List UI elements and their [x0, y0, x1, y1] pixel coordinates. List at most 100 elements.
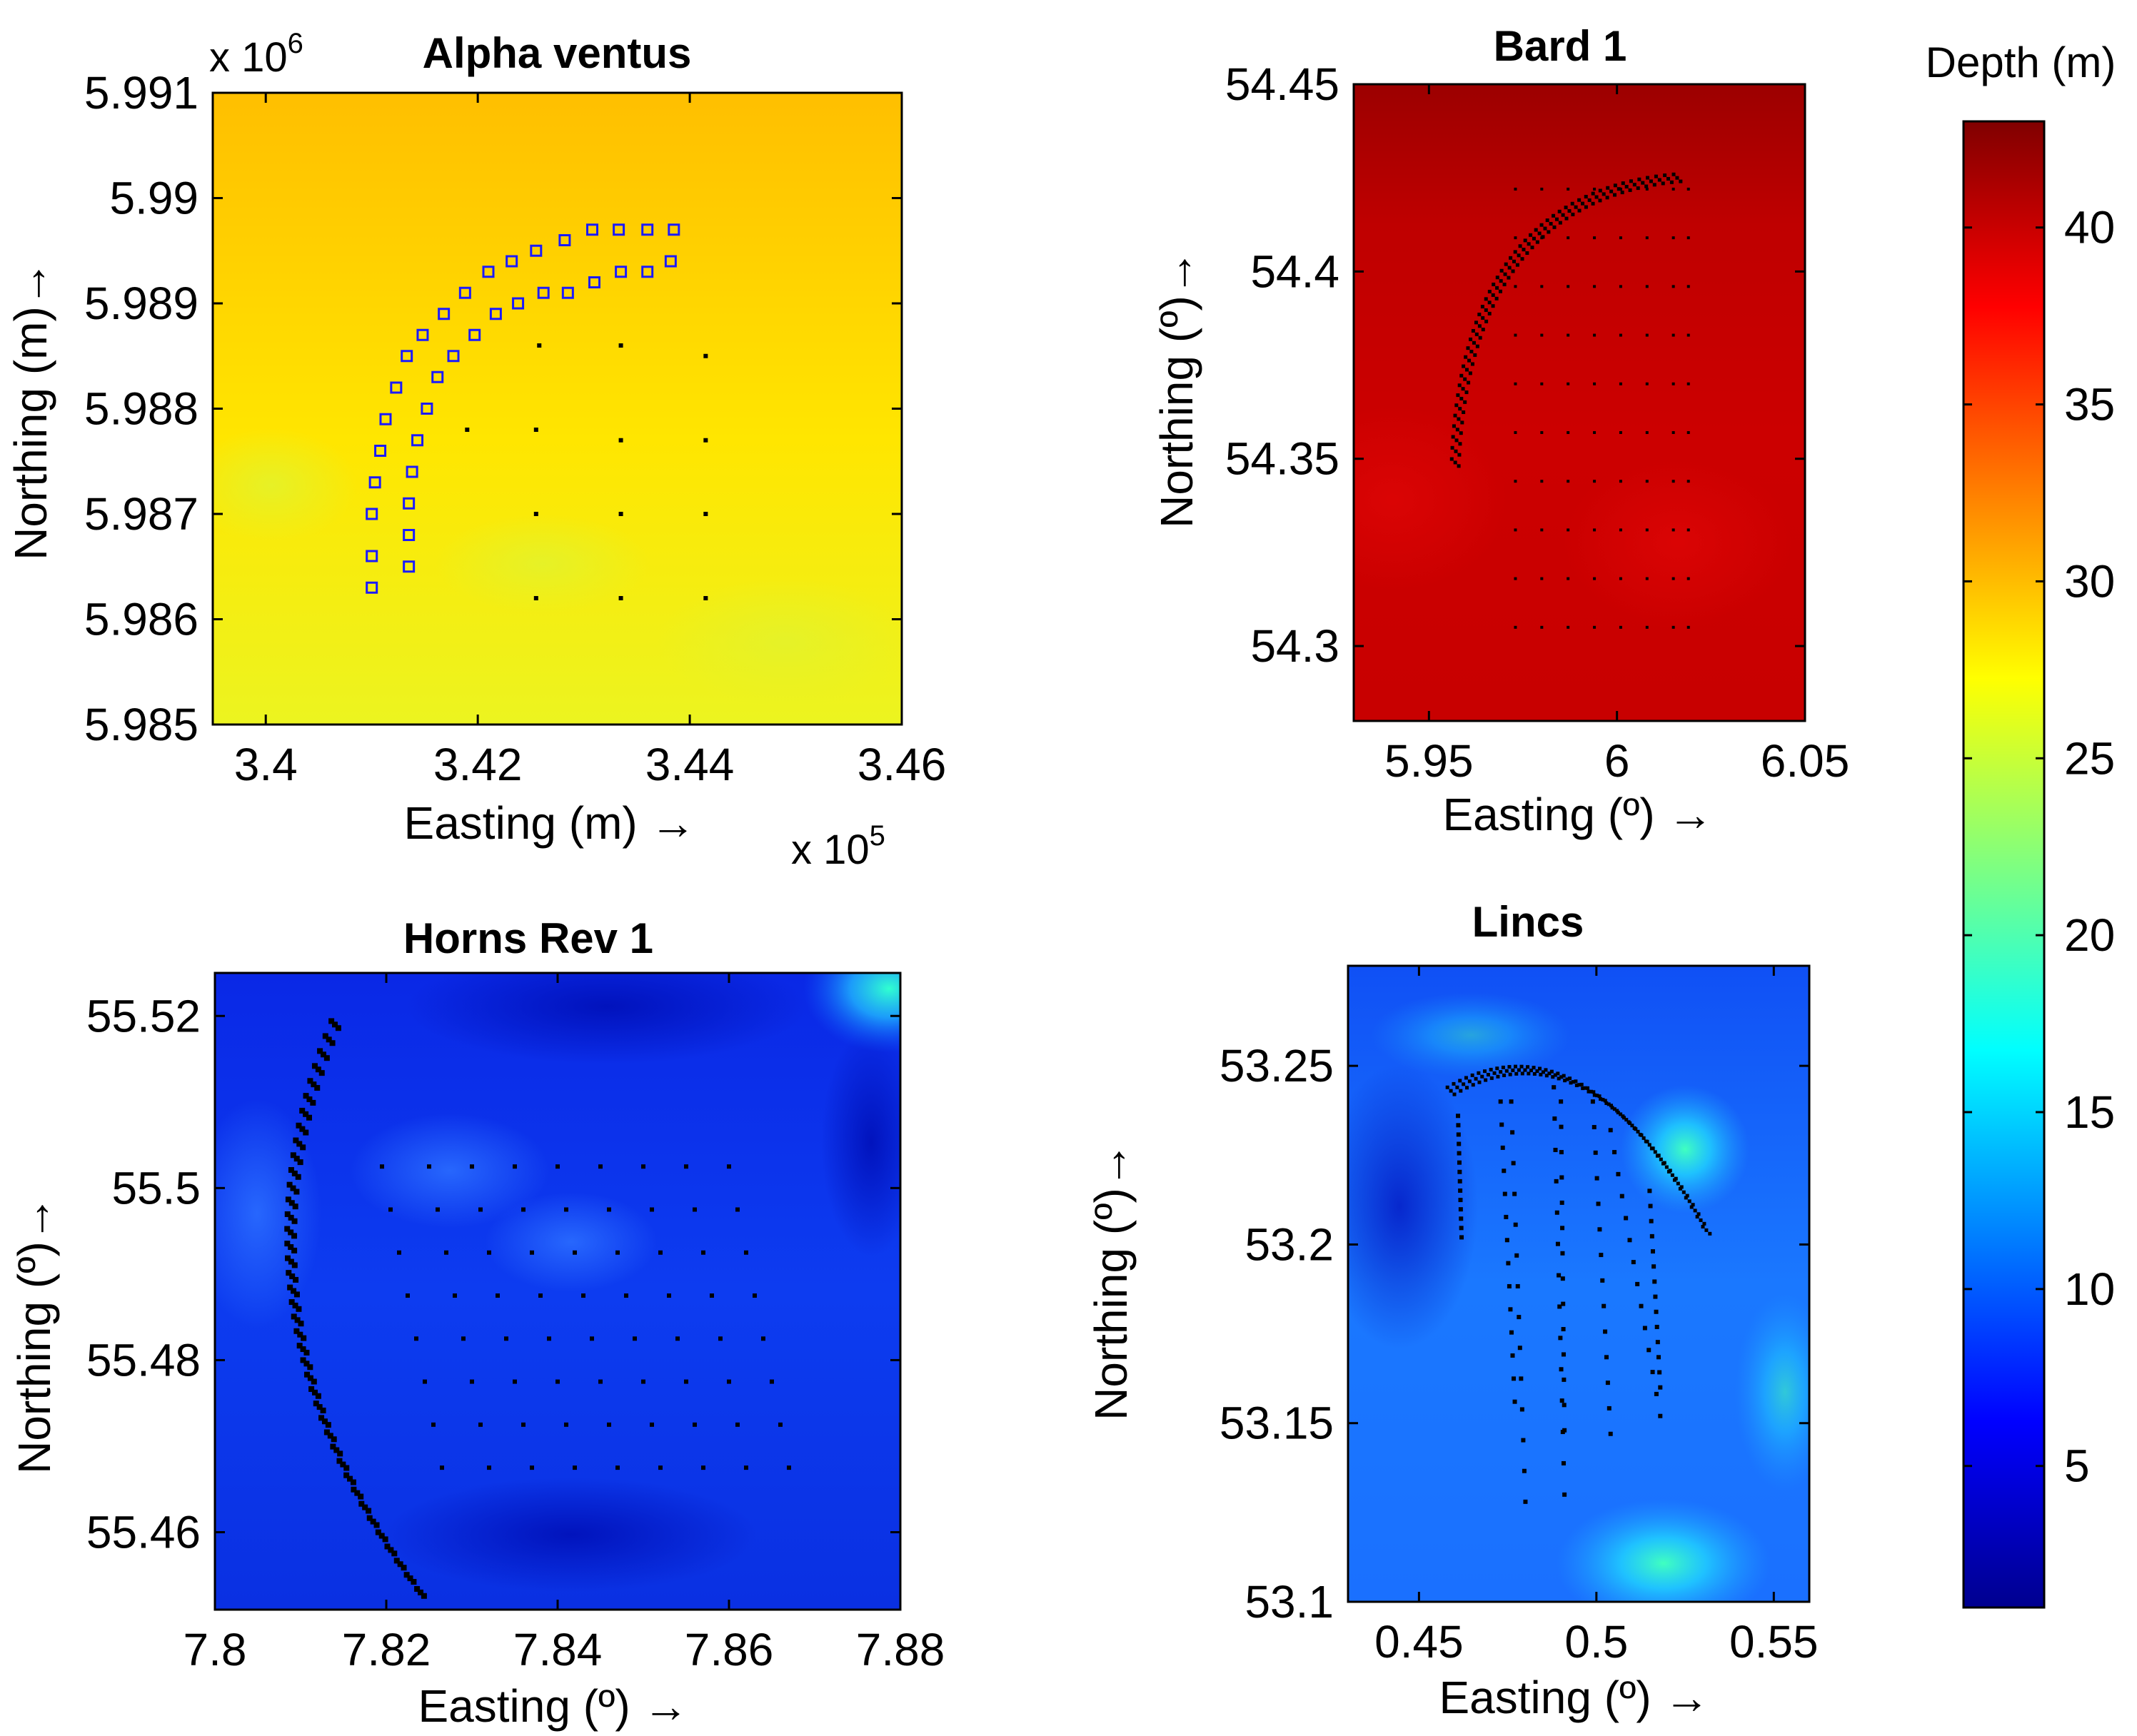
turbine-marker — [1592, 192, 1595, 196]
turbine-marker — [1471, 1074, 1474, 1077]
turbine-marker — [1687, 626, 1690, 629]
x-tick-label: 3.4 — [234, 739, 298, 790]
turbine-marker — [1477, 313, 1481, 316]
turbine-marker — [1562, 1493, 1567, 1497]
turbine-marker — [1559, 1175, 1564, 1179]
turbine-marker — [1708, 1232, 1711, 1236]
colorbar-tick-label: 20 — [2064, 909, 2115, 961]
turbine-marker — [1502, 1066, 1505, 1069]
turbine-marker — [292, 1218, 298, 1224]
turbine-marker — [1559, 221, 1562, 225]
turbine-marker — [1499, 1123, 1504, 1127]
x-tick-label: 7.88 — [856, 1624, 945, 1675]
turbine-marker — [1477, 1071, 1480, 1075]
turbine-marker — [521, 1207, 526, 1211]
turbine-marker — [1694, 1208, 1697, 1212]
turbine-marker — [1502, 1169, 1506, 1173]
turbine-marker — [310, 1100, 316, 1106]
turbine-marker — [314, 1085, 320, 1091]
turbine-marker — [1646, 383, 1649, 385]
colorbar-tick-label: 40 — [2064, 202, 2115, 253]
x-multiplier: x 105 — [791, 820, 885, 873]
turbine-marker — [1508, 266, 1512, 270]
turbine-marker — [303, 1130, 308, 1136]
turbine-marker — [1502, 1074, 1506, 1077]
turbine-marker — [1517, 1069, 1521, 1072]
turbine-marker — [701, 1251, 705, 1255]
turbine-marker — [1648, 1143, 1651, 1146]
turbine-marker — [1682, 1191, 1686, 1194]
turbine-marker — [1523, 1069, 1527, 1072]
turbine-marker — [1592, 202, 1595, 206]
y-tick-label: 55.52 — [86, 990, 201, 1041]
turbine-marker — [684, 1380, 688, 1384]
turbine-marker — [1484, 320, 1488, 323]
turbine-marker — [1514, 431, 1517, 434]
turbine-marker — [521, 1423, 526, 1427]
turbine-marker — [1687, 285, 1690, 288]
colorbar-tick-label: 35 — [2064, 379, 2115, 430]
turbine-marker — [1598, 198, 1602, 202]
substation-marker — [619, 596, 623, 600]
turbine-marker — [1459, 1235, 1464, 1239]
turbine-marker — [431, 1423, 436, 1427]
turbine-marker — [293, 1189, 299, 1194]
turbine-marker — [1540, 334, 1543, 337]
turbine-marker — [1616, 1172, 1620, 1176]
substation-marker — [534, 512, 538, 516]
turbine-marker — [1560, 1398, 1564, 1403]
turbine-marker — [573, 1251, 577, 1255]
chart-title: Bard 1 — [1494, 22, 1627, 70]
x-tick-label: 6.05 — [1761, 735, 1850, 787]
turbine-marker — [1619, 626, 1622, 629]
turbine-marker — [1514, 236, 1517, 239]
turbine-marker — [1654, 1150, 1657, 1154]
turbine-marker — [337, 1450, 343, 1456]
turbine-marker — [1481, 305, 1484, 308]
colorbar-label: Depth (m) — [1926, 39, 2116, 86]
turbine-marker — [1675, 176, 1679, 180]
turbine-marker — [331, 1436, 337, 1442]
turbine-marker — [1674, 1177, 1678, 1181]
turbine-marker — [330, 1040, 336, 1046]
turbine-marker — [1562, 213, 1565, 217]
turbine-marker — [1569, 1081, 1573, 1084]
turbine-marker — [1599, 1253, 1603, 1257]
heatmap-horns-rev-1 — [193, 924, 975, 1610]
turbine-marker — [1657, 1370, 1661, 1374]
turbine-marker — [590, 1336, 594, 1341]
turbine-marker — [1567, 285, 1569, 288]
turbine-marker — [1513, 1400, 1517, 1404]
turbine-marker — [1559, 1150, 1564, 1154]
turbine-marker — [1464, 1076, 1468, 1079]
turbine-marker — [1672, 431, 1675, 434]
turbine-marker — [1567, 528, 1569, 531]
turbine-marker — [1593, 431, 1596, 434]
turbine-marker — [478, 1207, 483, 1211]
y-tick-label: 53.15 — [1220, 1398, 1334, 1449]
turbine-marker — [421, 1593, 427, 1599]
turbine-marker — [607, 1207, 611, 1211]
turbine-marker — [293, 1203, 298, 1209]
panel-alpha-ventus: 3.4 3.42 3.44 3.465.9855.9865.9875.9885.989… — [5, 28, 946, 873]
turbine-marker — [641, 1164, 645, 1169]
turbine-marker — [1639, 1304, 1644, 1308]
turbine-marker — [1595, 196, 1599, 199]
turbine-marker — [1509, 1331, 1514, 1335]
turbine-marker — [1561, 1276, 1565, 1281]
turbine-marker — [1506, 1261, 1510, 1266]
x-tick-label: 0.45 — [1374, 1616, 1464, 1667]
turbine-marker — [1457, 1170, 1462, 1174]
substation-marker — [465, 428, 469, 432]
turbine-marker — [1467, 359, 1471, 363]
turbine-marker — [1482, 328, 1485, 331]
turbine-marker — [1653, 1295, 1657, 1299]
turbine-marker — [1578, 209, 1582, 213]
y-tick-label: 5.989 — [84, 278, 198, 329]
x-tick-label: 5.95 — [1384, 735, 1474, 787]
turbine-marker — [1609, 1128, 1613, 1132]
x-tick-label: 3.44 — [645, 739, 735, 790]
turbine-marker — [693, 1207, 697, 1211]
x-tick-label: 3.46 — [858, 739, 947, 790]
turbine-marker — [1567, 236, 1569, 239]
